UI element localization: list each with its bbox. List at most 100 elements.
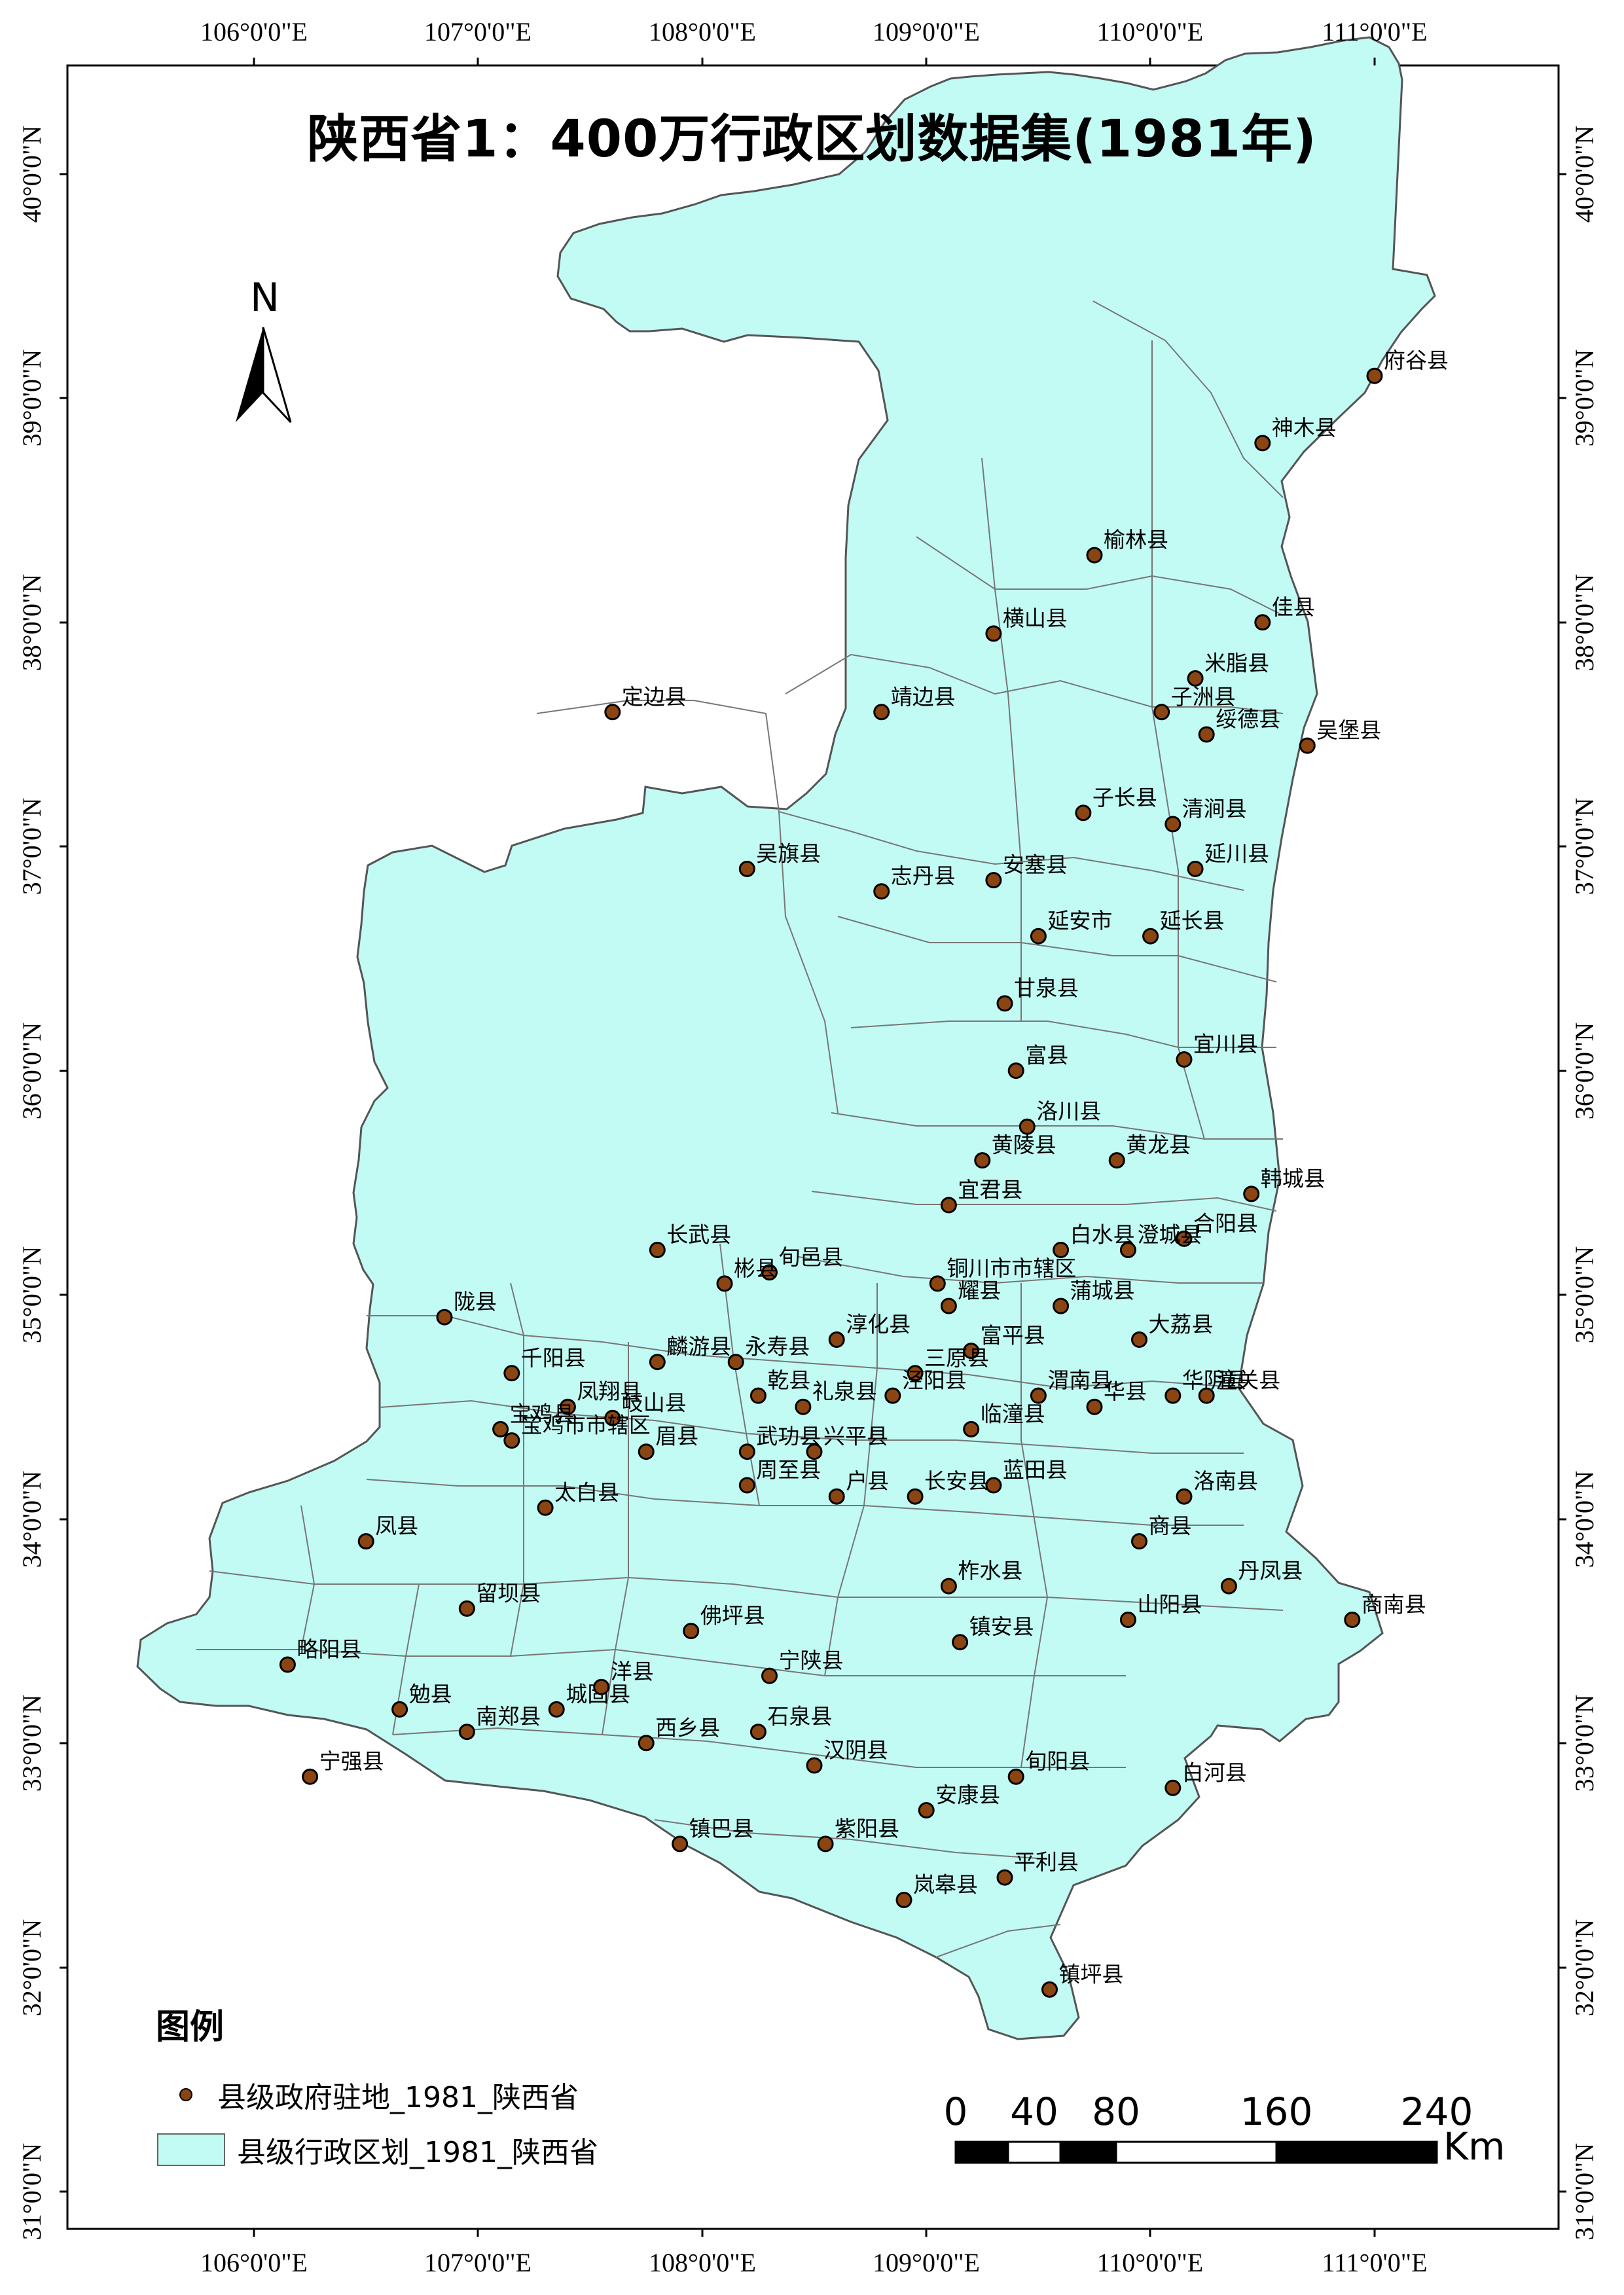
county-label: 合阳县 [1193,1210,1258,1236]
county-seat-point [749,1724,767,1741]
county-seat-point [985,872,1002,889]
lon-labels-bottom: 106°0'0"E 107°0'0"E 108°0'0"E 109°0'0"E … [200,2248,1427,2277]
county-label: 石泉县 [767,1704,832,1729]
county-seat-point [302,1768,319,1785]
lat-label: 36°0'0"N [17,1022,46,1119]
county-seat-point [1220,1578,1237,1595]
county-seat-point [593,1678,610,1695]
county-seat-point [1187,670,1204,687]
county-label: 延安市 [1047,908,1112,933]
lon-label: 108°0'0"E [649,17,756,46]
county-seat-point [806,1443,823,1460]
county-label: 永寿县 [745,1334,810,1360]
lon-label: 109°0'0"E [873,17,980,46]
county-label: 蒲城县 [1070,1278,1135,1303]
county-seat-point [492,1420,509,1437]
lon-label: 107°0'0"E [424,2248,532,2277]
county-seat-point [996,1869,1013,1886]
lat-label: 31°0'0"N [1570,2143,1599,2240]
county-label: 旬邑县 [779,1244,844,1270]
county-label: 子长县 [1092,785,1157,810]
county-label: 岐山县 [622,1390,687,1415]
county-seat-point [1187,860,1204,877]
scale-bar [954,2141,1438,2164]
county-label: 长安县 [924,1468,989,1494]
county-label: 汉阴县 [823,1737,888,1763]
county-label: 三原县 [924,1345,989,1371]
county-label: 勉县 [409,1681,452,1707]
county-seat-point [1366,367,1383,384]
county-seat-point [458,1724,475,1741]
county-seat-point [1254,614,1271,631]
county-label: 旬阳县 [1025,1748,1090,1774]
county-seat-point [974,1152,991,1169]
county-label: 吴堡县 [1316,717,1381,743]
county-label: 西乡县 [655,1715,720,1741]
county-seat-point [548,1701,565,1718]
county-label: 子洲县 [1171,684,1236,710]
county-polygon-swatch-icon [157,2133,225,2166]
county-seat-point [1254,435,1271,452]
lat-label: 33°0'0"N [1570,1695,1599,1792]
county-label: 岚皋县 [913,1872,978,1898]
county-label: 洋县 [611,1659,654,1684]
county-seat-point [817,1835,834,1852]
county-label: 白河县 [1182,1760,1247,1785]
county-seat-point [1086,1398,1103,1415]
county-label: 宁强县 [319,1748,384,1774]
county-label: 凤翔县 [577,1379,641,1404]
county-seat-point [683,1623,700,1640]
county-seat-point [795,1398,812,1415]
county-label: 洛南县 [1193,1468,1258,1494]
county-seat-point [604,704,621,721]
county-seat-point [1030,1387,1047,1404]
county-label: 吴旗县 [756,840,821,866]
north-arrow-icon [236,327,292,424]
county-seat-point [716,1275,733,1292]
county-label: 乾县 [767,1367,810,1393]
lat-label: 40°0'0"N [1570,126,1599,223]
county-seat-point [985,1477,1002,1494]
county-seat-point [503,1365,520,1382]
lat-label: 37°0'0"N [17,798,46,895]
lat-label: 39°0'0"N [1570,350,1599,446]
county-label: 商县 [1149,1513,1192,1539]
lon-label: 108°0'0"E [649,2248,756,2277]
county-seat-point [884,1387,901,1404]
lat-label: 31°0'0"N [17,2143,46,2240]
county-label: 淳化县 [846,1312,911,1337]
county-label: 富平县 [981,1323,1045,1348]
lon-label: 106°0'0"E [200,17,308,46]
county-seat-point [1198,1387,1215,1404]
county-seat-point [1030,928,1047,945]
scale-label: 40 [1010,2089,1058,2134]
province-region [136,36,1436,2040]
county-label: 千阳县 [521,1345,586,1371]
county-seat-point [672,1835,689,1852]
lat-label: 32°0'0"N [17,1919,46,2016]
county-label: 宜君县 [958,1177,1022,1202]
county-seat-point [873,883,890,900]
county-label: 镇安县 [969,1614,1034,1640]
county-label: 澄城县 [1137,1222,1202,1248]
county-seat-point [761,1264,778,1281]
county-label: 丹凤县 [1238,1558,1303,1583]
county-seat-point [1299,737,1316,754]
county-seat-point [952,1634,969,1651]
scale-label: 0 [943,2089,968,2134]
county-seat-point [1344,1612,1361,1628]
map-frame [66,64,1560,2230]
lat-labels-right: 40°0'0"N 39°0'0"N 38°0'0"N 37°0'0"N 36°0… [1570,126,1599,2240]
county-label: 安塞县 [1003,852,1068,878]
county-seat-point [1164,816,1182,833]
county-label: 安康县 [935,1782,1000,1808]
lat-label: 32°0'0"N [1570,1919,1599,2016]
county-label: 黄陵县 [992,1132,1056,1158]
county-seat-point [1176,1051,1193,1068]
county-label: 渭南县 [1047,1367,1112,1393]
county-label: 米脂县 [1204,650,1269,676]
county-label: 平利县 [1014,1849,1079,1875]
county-seat-point-icon [179,2088,192,2101]
county-seat-point [1243,1185,1260,1202]
